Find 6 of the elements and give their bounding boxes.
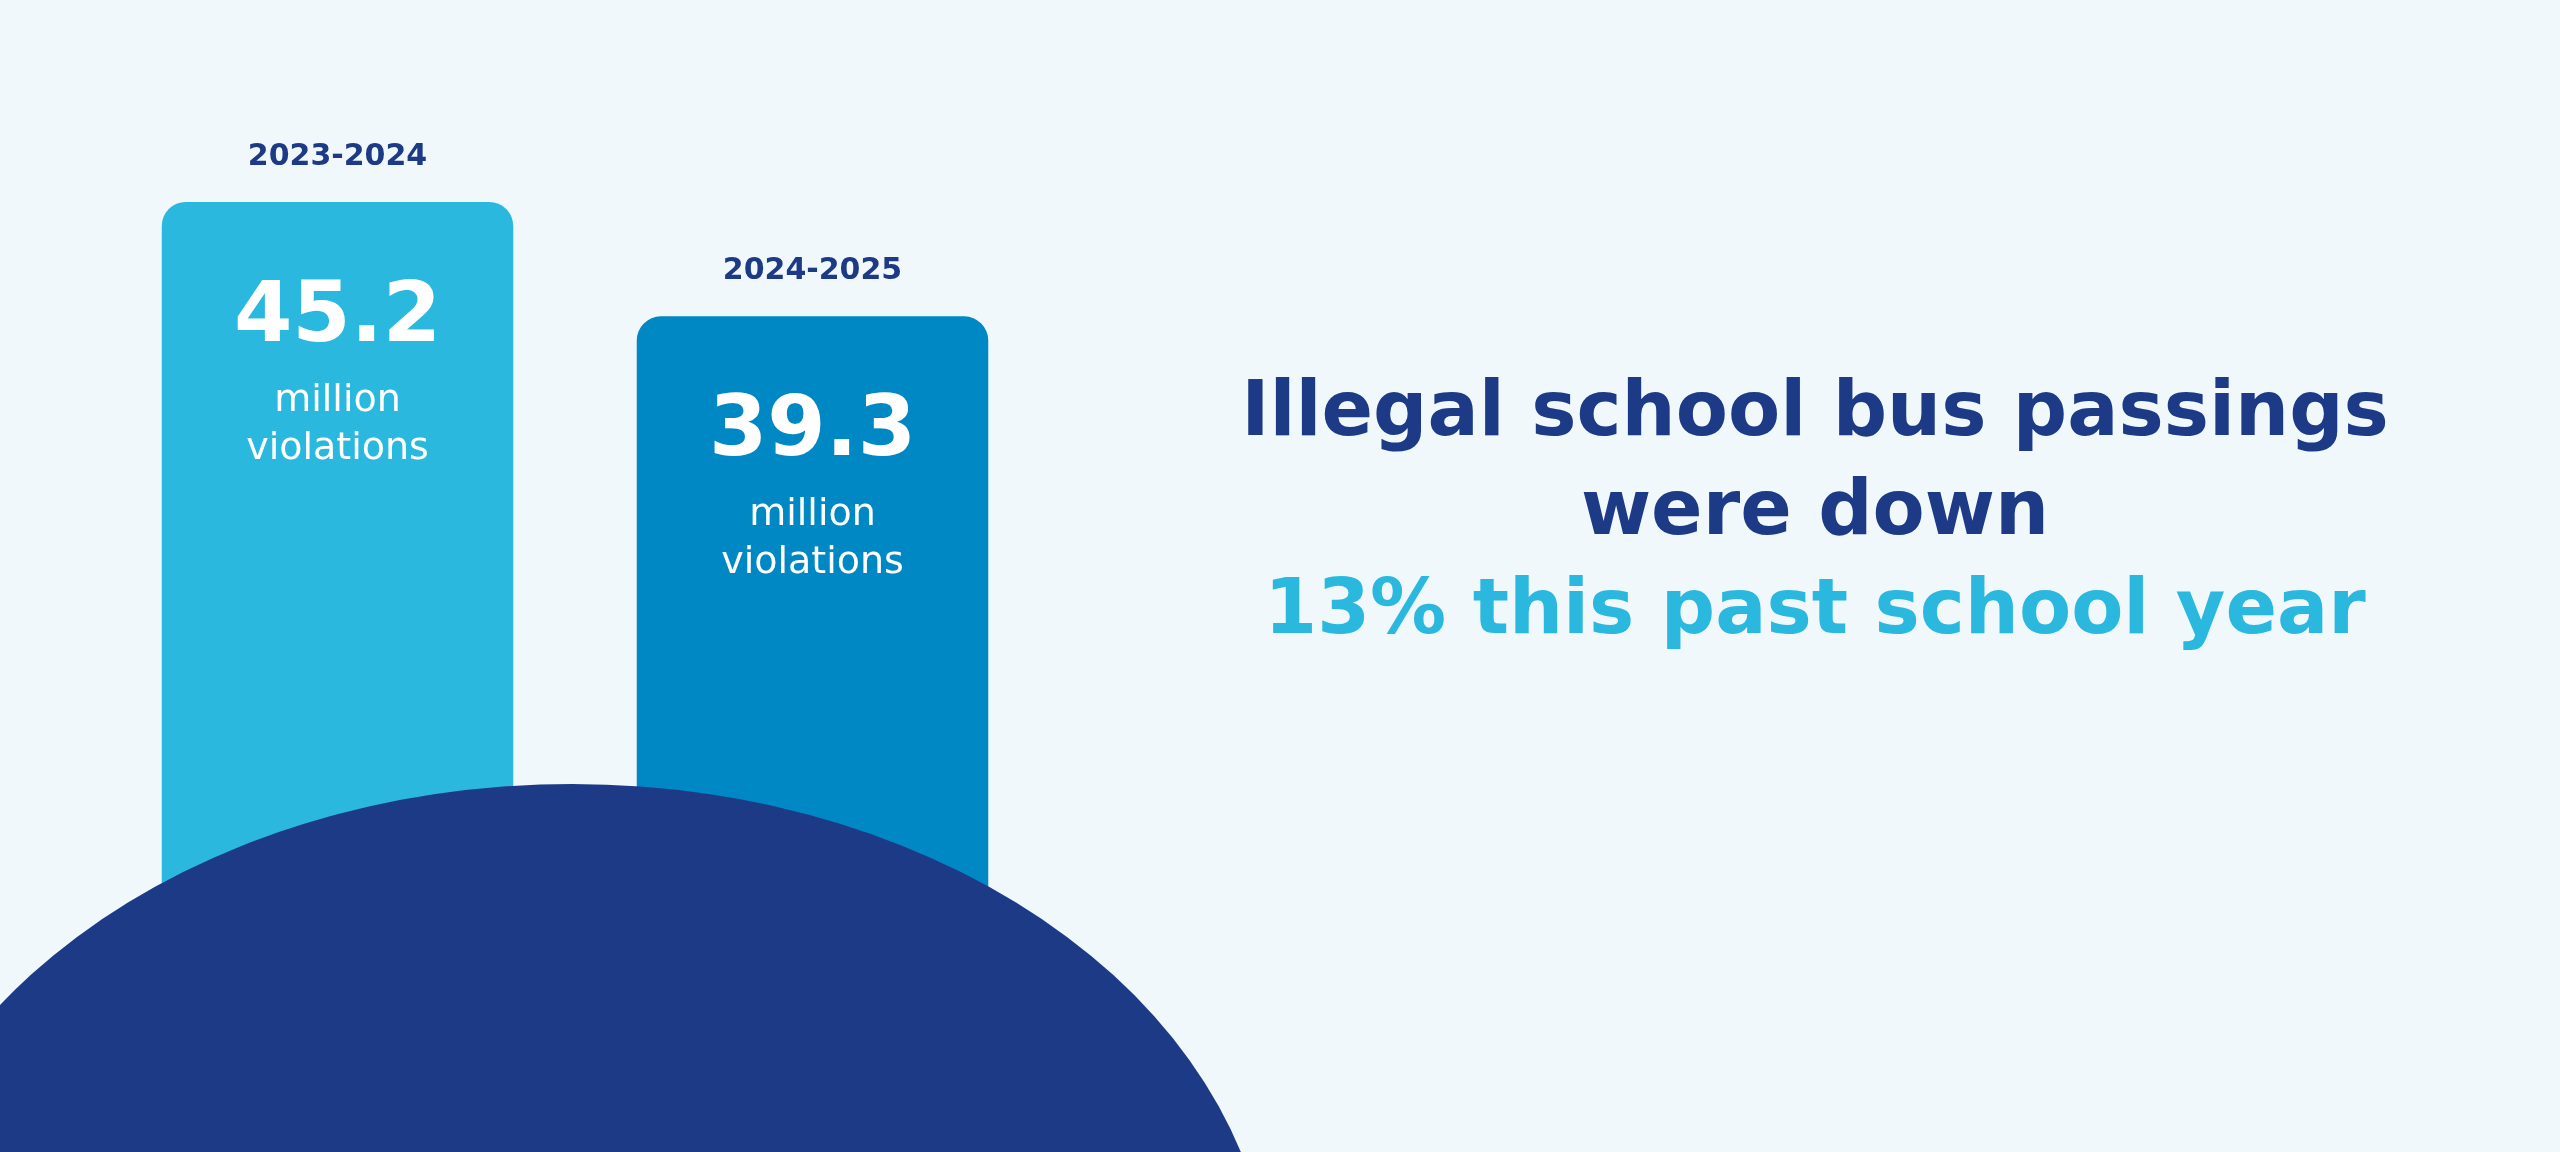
data-label: 45.2 million violations xyxy=(233,262,442,468)
data-label: 39.3 million violations xyxy=(708,377,917,583)
x-tick-label: 2024-2025 xyxy=(722,251,903,287)
text: Illegal school bus passings were down xyxy=(1240,363,2390,554)
text: 13% this past school year xyxy=(1263,560,2367,653)
x-tick-label: 2023-2024 xyxy=(247,136,428,172)
